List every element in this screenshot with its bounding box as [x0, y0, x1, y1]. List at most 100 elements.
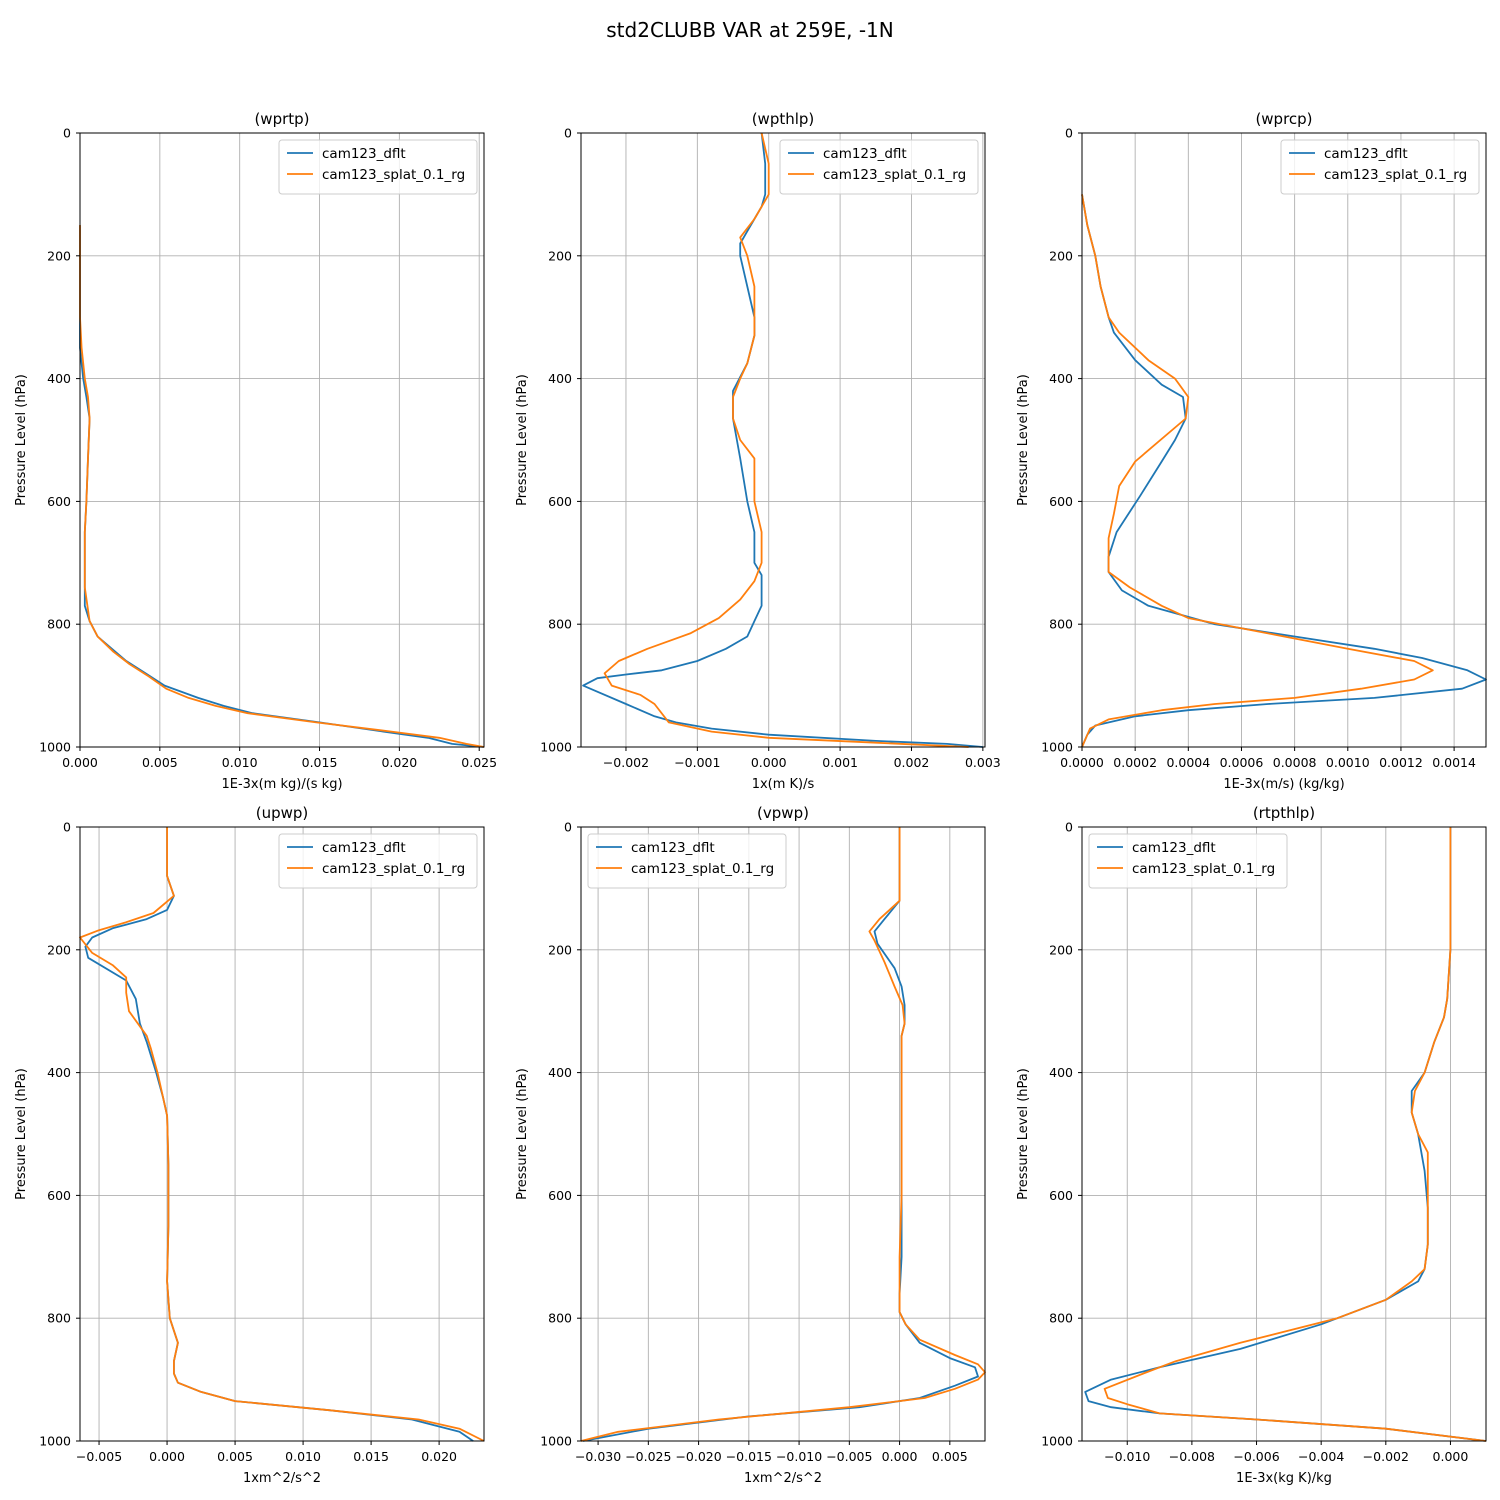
legend: cam123_dflt cam123_splat_0.1_rg	[587, 833, 787, 889]
legend: cam123_dflt cam123_splat_0.1_rg	[1088, 833, 1288, 889]
legend-box	[587, 833, 787, 889]
x-tick-label: −0.005	[826, 1449, 872, 1464]
x-tick-label: 0.005	[217, 1449, 253, 1464]
series-line-2	[1081, 194, 1434, 748]
x-tick-label: 0.0002	[1113, 755, 1157, 770]
subplot-wprcp: 0.0000 0.0002 0.0004 0.0006 0.0008 0.0010 0.00…	[1016, 110, 1487, 792]
y-tick-label: 0	[1065, 820, 1073, 835]
y-tick-label: 1000	[1041, 1434, 1073, 1449]
subplot-title: (wpthlp)	[752, 110, 815, 128]
y-tick-label: 600	[548, 494, 572, 509]
subplot-title: (vpwp)	[757, 804, 809, 822]
axes-frame	[79, 826, 485, 1442]
subplot-wpthlp: −0.002 −0.001 0.000 0.001 0.002 0.003 0 200 400 6…	[515, 110, 1001, 792]
x-axis-label: 1xm^2/s^2	[744, 1471, 822, 1486]
subplot-title: (upwp)	[256, 804, 309, 822]
x-tick-label: −0.010	[1104, 1449, 1150, 1464]
x-tick-label: 0.000	[1433, 1449, 1469, 1464]
y-axis-label: Pressure Level (hPa)	[515, 374, 530, 506]
x-tick-label: 0.0006	[1220, 755, 1264, 770]
x-tick-label: 0.000	[882, 1449, 918, 1464]
x-tick-label: 0.002	[894, 755, 930, 770]
y-tick-label: 0	[63, 820, 71, 835]
x-tick-label: 0.010	[285, 1449, 321, 1464]
x-tick-label: −0.020	[675, 1449, 721, 1464]
x-tick-label: 0.0004	[1166, 755, 1210, 770]
y-tick-label: 1000	[1041, 740, 1073, 755]
x-tick-label: 0.005	[142, 755, 178, 770]
x-tick-label: 0.000	[62, 755, 98, 770]
y-tick-label: 200	[1049, 248, 1073, 263]
series-line-1	[582, 132, 983, 748]
y-tick-label: 400	[548, 1065, 572, 1080]
x-tick-label: −0.008	[1169, 1449, 1215, 1464]
legend-label-2: cam123_splat_0.1_rg	[823, 167, 966, 183]
y-axis-label: Pressure Level (hPa)	[14, 374, 29, 506]
y-tick-label: 800	[1049, 617, 1073, 632]
legend: cam123_dflt cam123_splat_0.1_rg	[1280, 139, 1480, 195]
legend-label-1: cam123_dflt	[823, 146, 907, 162]
x-tick-label: 0.001	[822, 755, 858, 770]
y-axis-label: Pressure Level (hPa)	[14, 1068, 29, 1200]
x-tick-label: 0.0012	[1379, 755, 1423, 770]
legend-box	[779, 139, 979, 195]
legend-label-1: cam123_dflt	[631, 840, 715, 856]
legend: cam123_dflt cam123_splat_0.1_rg	[278, 139, 478, 195]
x-tick-label: −0.005	[76, 1449, 122, 1464]
x-tick-label: −0.030	[575, 1449, 621, 1464]
axes-frame	[79, 132, 485, 748]
y-axis-label: Pressure Level (hPa)	[1016, 374, 1031, 506]
legend-label-1: cam123_dflt	[322, 840, 406, 856]
series-line-2	[1103, 827, 1487, 1442]
series-line-2	[603, 132, 969, 748]
x-axis-label: 1E-3x(m/s) (kg/kg)	[1223, 777, 1344, 792]
y-axis-label: Pressure Level (hPa)	[1016, 1068, 1031, 1200]
x-axis-label: 1E-3x(kg K)/kg	[1236, 1471, 1332, 1486]
y-tick-label: 600	[47, 1188, 71, 1203]
x-tick-label: 0.020	[381, 755, 417, 770]
legend-label-1: cam123_dflt	[322, 146, 406, 162]
subplot-wprtp: 0.000 0.005 0.010 0.015 0.020 0.025 0 200 400 600…	[14, 110, 497, 792]
y-tick-label: 200	[47, 942, 71, 957]
x-tick-label: −0.010	[776, 1449, 822, 1464]
axes-frame	[580, 826, 986, 1442]
legend-label-2: cam123_splat_0.1_rg	[1324, 167, 1467, 183]
y-tick-label: 600	[1049, 1188, 1073, 1203]
legend-label-2: cam123_splat_0.1_rg	[1132, 861, 1275, 877]
x-tick-label: 0.005	[932, 1449, 968, 1464]
x-tick-label: 0.000	[149, 1449, 185, 1464]
axes-frame	[1081, 826, 1487, 1442]
legend-label-1: cam123_dflt	[1324, 146, 1408, 162]
x-tick-label: 0.0000	[1060, 755, 1104, 770]
x-axis-label: 1x(m K)/s	[752, 777, 815, 792]
legend-label-2: cam123_splat_0.1_rg	[322, 167, 465, 183]
y-tick-label: 800	[1049, 1311, 1073, 1326]
y-tick-label: 0	[1065, 126, 1073, 141]
x-tick-label: 0.0010	[1326, 755, 1370, 770]
x-tick-label: −0.015	[726, 1449, 772, 1464]
series-line-2	[79, 225, 485, 748]
figure-title: std2CLUBB VAR at 259E, -1N	[606, 18, 893, 42]
x-tick-label: 0.020	[421, 1449, 457, 1464]
y-tick-label: 200	[1049, 942, 1073, 957]
legend-label-2: cam123_splat_0.1_rg	[631, 861, 774, 877]
series-line-1	[582, 827, 979, 1442]
legend: cam123_dflt cam123_splat_0.1_rg	[278, 833, 478, 889]
y-tick-label: 400	[47, 1065, 71, 1080]
y-tick-label: 400	[47, 371, 71, 386]
y-tick-label: 800	[548, 1311, 572, 1326]
y-tick-label: 1000	[39, 1434, 71, 1449]
legend-box	[1088, 833, 1288, 889]
subplot-title: (rtpthlp)	[1253, 804, 1315, 822]
x-tick-label: −0.002	[603, 755, 649, 770]
y-tick-label: 400	[1049, 1065, 1073, 1080]
subplot-title: (wprtp)	[254, 110, 309, 128]
y-tick-label: 800	[47, 1311, 71, 1326]
subplot-upwp: −0.005 0.000 0.005 0.010 0.015 0.020 0 200 400 60…	[14, 804, 485, 1486]
subplot-vpwp: −0.030 −0.025 −0.020 −0.015 −0.010 −0.005 0.00…	[515, 804, 986, 1486]
y-tick-label: 200	[548, 942, 572, 957]
subplot-title: (wprcp)	[1255, 110, 1312, 128]
y-axis-label: Pressure Level (hPa)	[515, 1068, 530, 1200]
x-axis-label: 1E-3x(m kg)/(s kg)	[221, 777, 342, 792]
